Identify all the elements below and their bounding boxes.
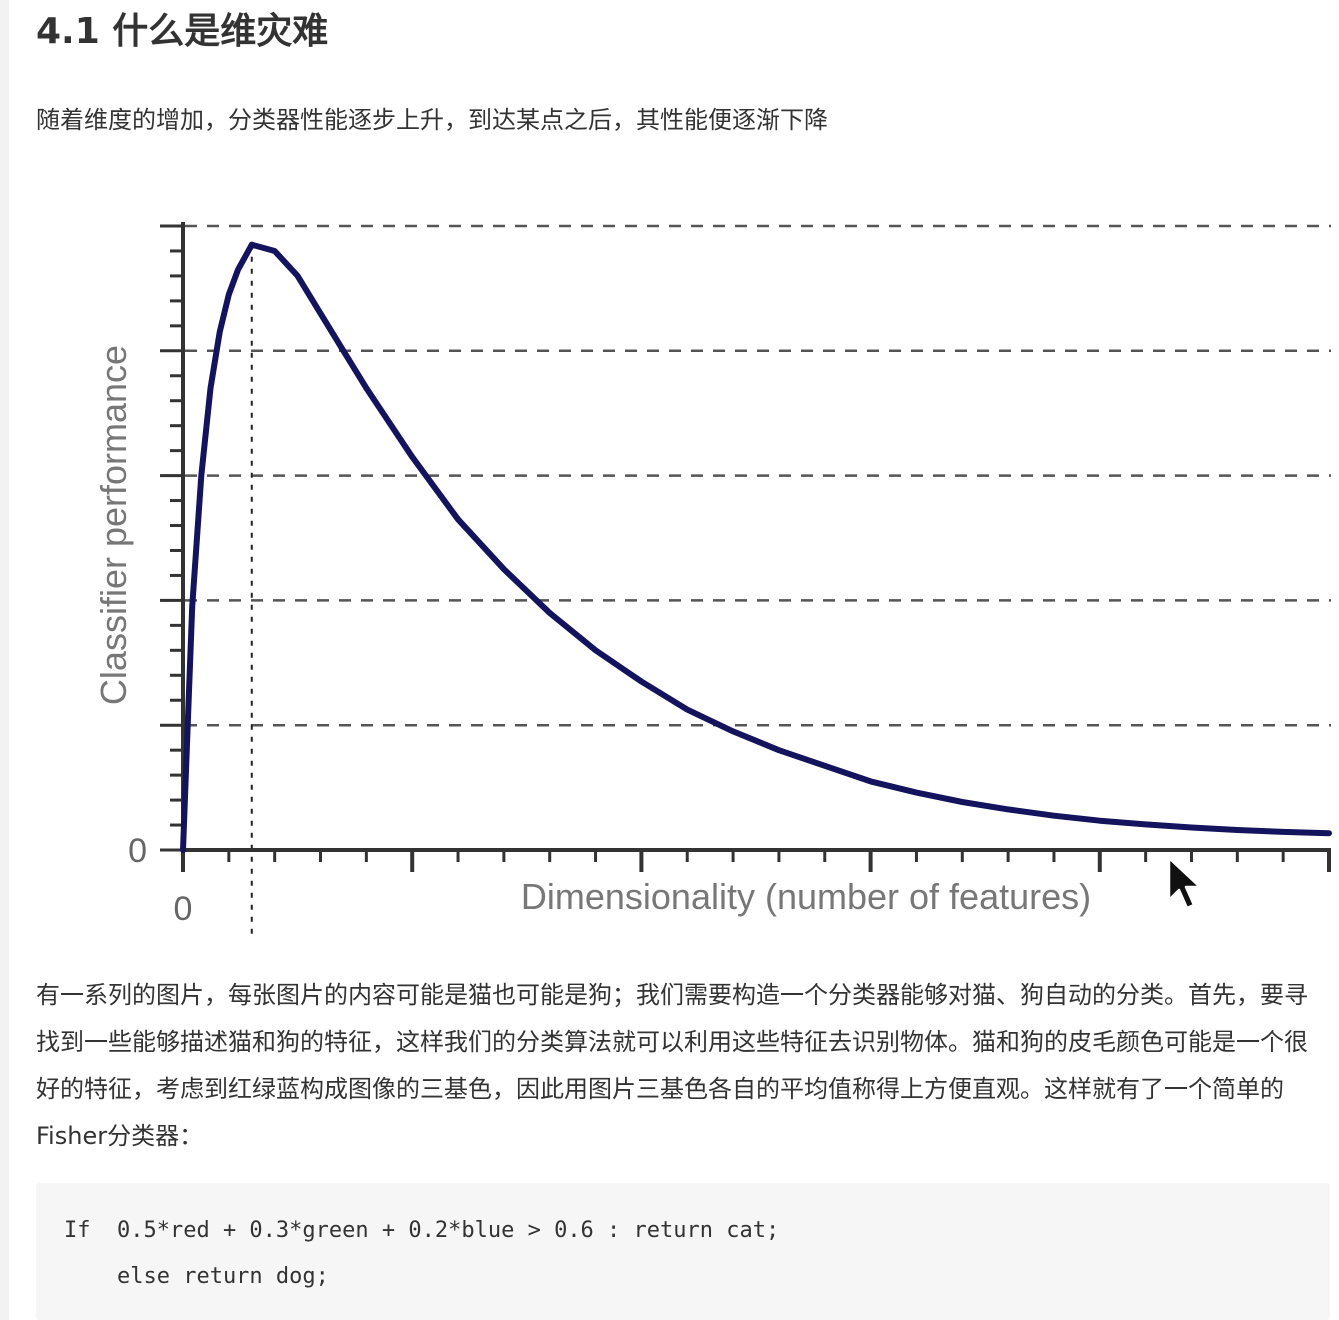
- section-heading: 4.1 什么是维灾难: [36, 11, 329, 52]
- x-axis-label: Dimensionality (number of features): [521, 876, 1091, 917]
- code-block: If 0.5*red + 0.3*green + 0.2*blue > 0.6 …: [36, 1183, 1330, 1320]
- mouse-cursor-icon: [1167, 856, 1202, 910]
- intro-text: 随着维度的增加，分类器性能逐步上升，到达某点之后，其性能便逐渐下降: [36, 106, 828, 134]
- y-axis-label: Classifier performance: [93, 345, 134, 705]
- code-line-2: else return dog;: [64, 1264, 329, 1289]
- y-tick-label-0: 0: [128, 832, 147, 870]
- left-margin-rule: [0, 0, 9, 1320]
- performance-curve: [180, 241, 1332, 853]
- code-line-1: If 0.5*red + 0.3*green + 0.2*blue > 0.6 …: [64, 1218, 780, 1243]
- dimensionality-chart: 0 0 Classifier performance Dimensionalit…: [93, 222, 1332, 935]
- chart-gridlines: [163, 224, 1331, 727]
- body-paragraph: 有一系列的图片，每张图片的内容可能是猫也可能是狗；我们需要构造一个分类器能够对猫…: [36, 981, 1308, 1150]
- chart-ticks: [160, 224, 1331, 872]
- x-tick-label-0: 0: [174, 890, 193, 928]
